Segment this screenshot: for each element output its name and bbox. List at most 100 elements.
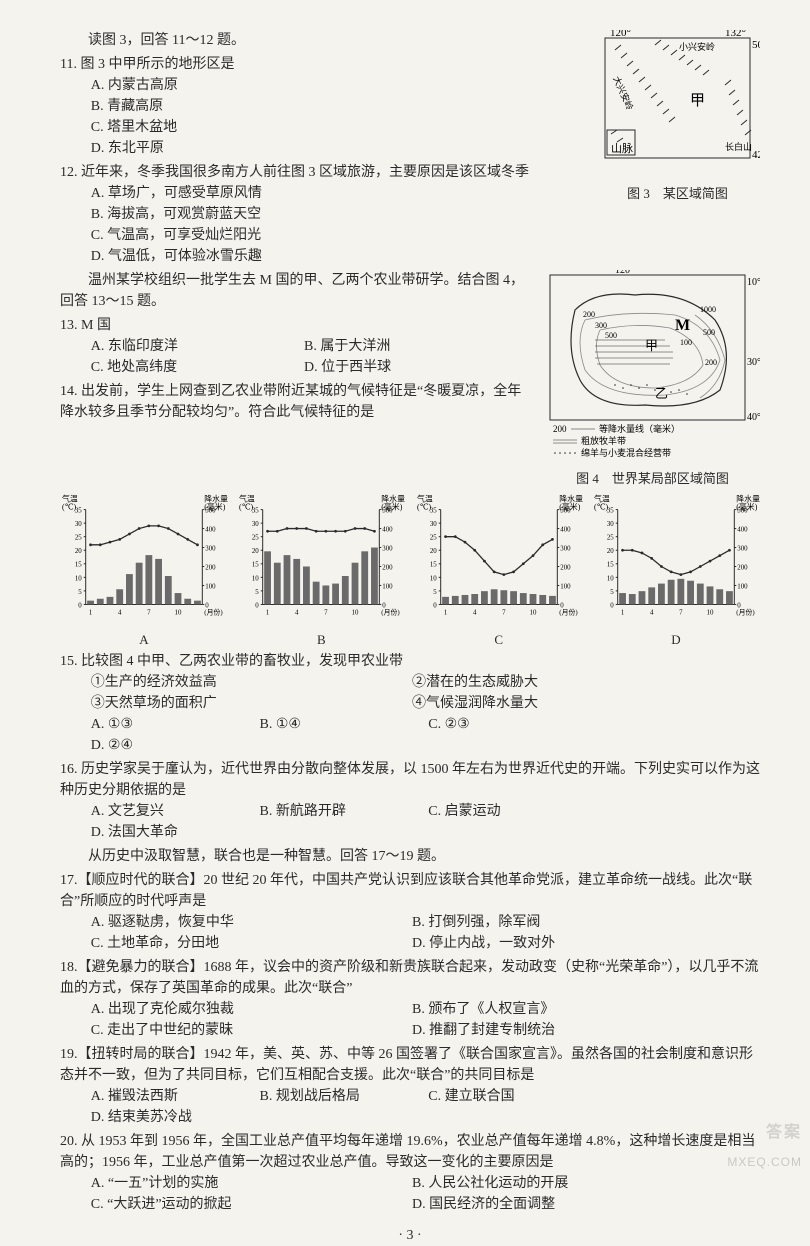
svg-text:25: 25 bbox=[429, 534, 436, 541]
q20-opt-c[interactable]: C. “大跃进”运动的掀起 bbox=[91, 1194, 412, 1215]
svg-text:300: 300 bbox=[560, 545, 571, 552]
q16-opt-d[interactable]: D. 法国大革命 bbox=[91, 822, 238, 843]
q17-stem: 17.【顺应时代的联合】20 世纪 20 年代，中国共产党认识到应该联合其他革命… bbox=[60, 870, 760, 912]
q13-opt-a[interactable]: A. 东临印度洋 bbox=[91, 336, 304, 357]
q13-opt-d[interactable]: D. 位于西半球 bbox=[304, 357, 517, 378]
q15-s3: ③天然草场的面积广 bbox=[91, 693, 412, 714]
svg-text:7: 7 bbox=[679, 609, 683, 616]
q20-opt-a[interactable]: A. “一五”计划的实施 bbox=[91, 1173, 412, 1194]
q15-opt-d[interactable]: D. ②④ bbox=[91, 735, 238, 756]
svg-text:10: 10 bbox=[529, 609, 536, 616]
q20-opt-b[interactable]: B. 人民公社化运动的开展 bbox=[412, 1173, 733, 1194]
svg-text:10: 10 bbox=[75, 575, 82, 582]
svg-text:500: 500 bbox=[383, 507, 394, 514]
q20-stem: 20. 从 1953 年到 1956 年，全国工业总产值平均每年递增 19.6%… bbox=[60, 1131, 760, 1173]
fig3-daxing: 大兴安岭 bbox=[611, 74, 636, 111]
q16-opt-b[interactable]: B. 新航路开辟 bbox=[260, 801, 407, 822]
fig4-jia: 甲 bbox=[645, 338, 658, 353]
svg-text:500: 500 bbox=[560, 507, 571, 514]
q20-opt-d[interactable]: D. 国民经济的全面调整 bbox=[412, 1194, 733, 1215]
svg-text:300: 300 bbox=[737, 545, 748, 552]
svg-text:500: 500 bbox=[205, 507, 216, 514]
svg-text:300: 300 bbox=[205, 545, 216, 552]
svg-text:40°: 40° bbox=[747, 412, 760, 423]
climate-charts: 气温(℃)降水量(毫米)0510152025303501002003004005… bbox=[60, 493, 760, 650]
q16-stem: 16. 历史学家吴于廑认为，近代世界由分散向整体发展，以 1500 年左右为世界… bbox=[60, 759, 760, 801]
q12-opt-c[interactable]: C. 气温高，可享受灿烂阳光 bbox=[91, 225, 742, 246]
q19-options: A. 摧毁法西斯 B. 规划战后格局 C. 建立联合国 D. 结束美苏冷战 bbox=[60, 1086, 760, 1128]
q18-opt-b[interactable]: B. 颁布了《人权宣言》 bbox=[412, 999, 733, 1020]
intro-17-19: 从历史中汲取智慧，联合也是一种智慧。回答 17～19 题。 bbox=[60, 846, 760, 867]
svg-text:300: 300 bbox=[383, 545, 394, 552]
fig4-caption: 图 4 世界某局部区域简图 bbox=[545, 469, 760, 489]
page-number: · 3 · bbox=[60, 1225, 760, 1246]
q15-opt-a[interactable]: A. ①③ bbox=[91, 714, 238, 735]
q12-opt-b[interactable]: B. 海拔高，可观赏蔚蓝天空 bbox=[91, 204, 742, 225]
svg-text:200: 200 bbox=[705, 358, 717, 367]
q19-opt-d[interactable]: D. 结束美苏冷战 bbox=[91, 1107, 238, 1128]
svg-text:(月份): (月份) bbox=[204, 607, 222, 616]
svg-text:35: 35 bbox=[607, 507, 614, 514]
chart-A[interactable]: 气温(℃)降水量(毫米)0510152025303501002003004005… bbox=[60, 493, 228, 650]
svg-text:4: 4 bbox=[118, 609, 122, 616]
svg-text:(月份): (月份) bbox=[736, 607, 754, 616]
q18-opt-d[interactable]: D. 推翻了封建专制统治 bbox=[412, 1020, 733, 1041]
q19-opt-a[interactable]: A. 摧毁法西斯 bbox=[91, 1086, 238, 1107]
q13-opt-c[interactable]: C. 地处高纬度 bbox=[91, 357, 304, 378]
svg-text:200: 200 bbox=[737, 564, 748, 571]
svg-text:35: 35 bbox=[252, 507, 259, 514]
q19-opt-c[interactable]: C. 建立联合国 bbox=[428, 1086, 575, 1107]
q16-opt-c[interactable]: C. 启蒙运动 bbox=[428, 801, 575, 822]
q20-options: A. “一五”计划的实施 B. 人民公社化运动的开展 C. “大跃进”运动的掀起… bbox=[60, 1173, 760, 1215]
q18-options: A. 出现了克伦威尔独裁 B. 颁布了《人权宣言》 C. 走出了中世纪的蒙昧 D… bbox=[60, 999, 760, 1041]
svg-text:200: 200 bbox=[553, 424, 567, 434]
q15-s1: ①生产的经济效益高 bbox=[91, 672, 412, 693]
chart-C-label: C bbox=[415, 630, 583, 650]
q18-opt-a[interactable]: A. 出现了克伦威尔独裁 bbox=[91, 999, 412, 1020]
svg-text:200: 200 bbox=[583, 310, 595, 319]
svg-text:30: 30 bbox=[252, 521, 259, 528]
q17-opt-d[interactable]: D. 停止内战，一致对外 bbox=[412, 933, 733, 954]
svg-text:0: 0 bbox=[433, 602, 437, 609]
q15-opt-b[interactable]: B. ①④ bbox=[260, 714, 407, 735]
chart-D[interactable]: 气温(℃)降水量(毫米)0510152025303501002003004005… bbox=[592, 493, 760, 650]
q17-opt-c[interactable]: C. 土地革命，分田地 bbox=[91, 933, 412, 954]
svg-text:400: 400 bbox=[205, 526, 216, 533]
svg-text:5: 5 bbox=[610, 588, 614, 595]
q13-opt-b[interactable]: B. 属于大洋洲 bbox=[304, 336, 517, 357]
fig3-changbai: 长白山 bbox=[725, 141, 752, 152]
q12-opt-d[interactable]: D. 气温低，可体验冰雪乐趣 bbox=[91, 246, 742, 267]
svg-text:1: 1 bbox=[443, 609, 447, 616]
q17-opt-a[interactable]: A. 驱逐鞑虏，恢复中华 bbox=[91, 912, 412, 933]
svg-text:100: 100 bbox=[737, 583, 748, 590]
q16-opt-a[interactable]: A. 文艺复兴 bbox=[91, 801, 238, 822]
svg-text:1: 1 bbox=[266, 609, 270, 616]
chart-C[interactable]: 气温(℃)降水量(毫米)0510152025303501002003004005… bbox=[415, 493, 583, 650]
svg-text:400: 400 bbox=[560, 526, 571, 533]
svg-text:30°: 30° bbox=[747, 357, 760, 368]
q18-opt-c[interactable]: C. 走出了中世纪的蒙昧 bbox=[91, 1020, 412, 1041]
svg-text:7: 7 bbox=[324, 609, 328, 616]
svg-text:(月份): (月份) bbox=[382, 607, 400, 616]
svg-text:1000: 1000 bbox=[700, 305, 716, 314]
fig4-svg: M 甲 乙 200 300 500 1000 100 200 500 120° … bbox=[545, 270, 760, 460]
svg-text:1: 1 bbox=[621, 609, 625, 616]
chart-A-svg: 气温(℃)降水量(毫米)0510152025303501002003004005… bbox=[60, 493, 228, 623]
q17-opt-b[interactable]: B. 打倒列强，除军阀 bbox=[412, 912, 733, 933]
question-20: 20. 从 1953 年到 1956 年，全国工业总产值平均每年递增 19.6%… bbox=[60, 1131, 760, 1215]
svg-text:200: 200 bbox=[560, 564, 571, 571]
svg-text:20: 20 bbox=[607, 548, 614, 555]
svg-text:20: 20 bbox=[75, 548, 82, 555]
chart-B[interactable]: 气温(℃)降水量(毫米)0510152025303501002003004005… bbox=[237, 493, 405, 650]
svg-text:5: 5 bbox=[78, 588, 82, 595]
q15-opt-c[interactable]: C. ②③ bbox=[428, 714, 575, 735]
watermark-sub: MXEQ.COM bbox=[727, 1153, 802, 1171]
fig4-M: M bbox=[675, 317, 690, 334]
svg-text:10: 10 bbox=[175, 609, 182, 616]
q19-opt-b[interactable]: B. 规划战后格局 bbox=[260, 1086, 407, 1107]
svg-text:200: 200 bbox=[383, 564, 394, 571]
fig3-svg: 甲 山脉 120° 132° 50° 42° 小兴安岭 长白山 大兴安岭 bbox=[595, 30, 760, 175]
svg-text:10: 10 bbox=[707, 609, 714, 616]
figure-4: M 甲 乙 200 300 500 1000 100 200 500 120° … bbox=[545, 270, 760, 489]
question-18: 18.【避免暴力的联合】1688 年，议会中的资产阶级和新贵族联合起来，发动政变… bbox=[60, 957, 760, 1041]
